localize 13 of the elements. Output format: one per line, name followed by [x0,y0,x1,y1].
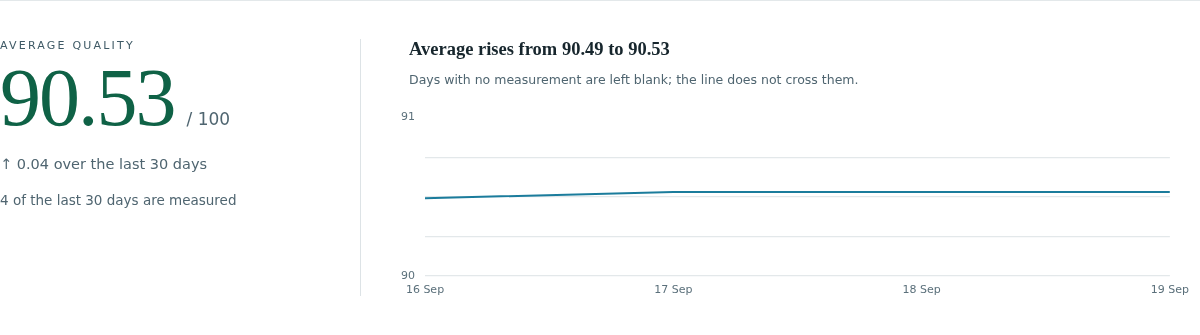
x-tick-label: 16 Sep [405,283,445,297]
x-tick-label: 19 Sep [1150,283,1190,297]
text: 90.53 [0,52,175,143]
text: 4 of the last 30 days are measured [0,192,238,208]
y-tick-label: 90 [401,268,415,282]
chart-subtitle: Days with no measurement are left blank; the line does not cross them. [409,72,859,87]
text: ↑ 0.04 over the last 30 days [0,156,209,172]
chart-title: Average rises from 90.49 to 90.53 [409,39,670,60]
text: / 100 [186,109,231,129]
text: AVERAGE QUALITY [0,39,136,52]
x-tick-label: 18 Sep [902,283,941,297]
x-tick-label: 17 Sep [654,283,693,297]
y-tick-label: 91 [401,110,415,124]
